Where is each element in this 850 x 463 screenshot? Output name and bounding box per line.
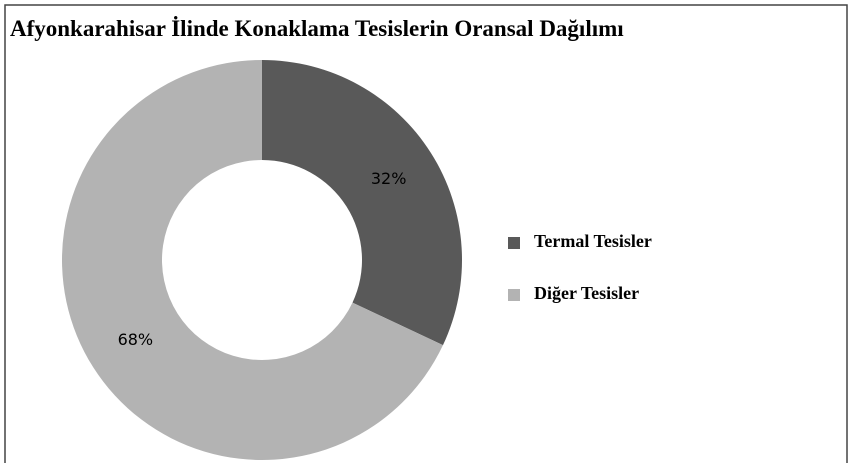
donut-segment [262,60,463,346]
data-label: 32% [371,169,407,188]
chart-title: Afyonkarahisar İlinde Konaklama Tesisler… [10,16,624,41]
data-label: 68% [118,330,154,349]
legend-label: Diğer Tesisler [534,283,639,303]
legend-swatch [508,237,520,249]
legend-label: Termal Tesisler [534,231,652,251]
donut-segment [62,60,443,460]
legend-swatch [508,289,520,301]
